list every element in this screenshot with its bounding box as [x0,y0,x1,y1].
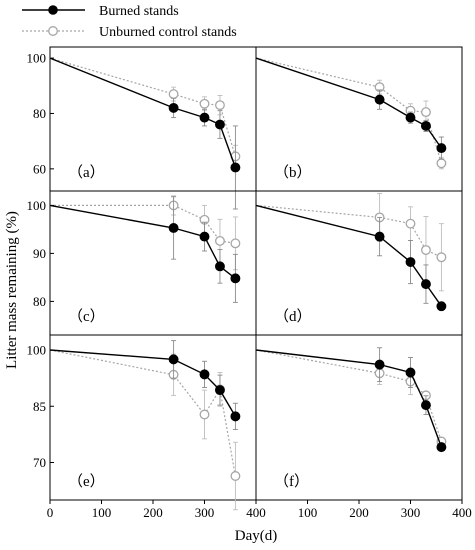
panel-tag-f: （f） [274,473,309,490]
series-unburned [49,57,241,168]
series-unburned [255,349,447,447]
data-point-burned [436,442,447,453]
series-line-burned [255,349,443,448]
y-tick-label: 100 [27,343,47,358]
panel-d: （d） [255,190,463,336]
y-tick-label: 80 [33,294,46,309]
data-point-burned [168,223,179,233]
x-tick-label: 0 [47,505,54,520]
y-tick-label: 85 [33,399,46,414]
series-unburned [255,192,447,292]
data-point-burned [230,273,241,284]
x-tick-label: 100 [92,505,112,520]
y-tick-label: 60 [33,161,46,176]
data-point-burned [374,94,385,105]
series-unburned [50,195,241,271]
data-point-burned [199,369,210,380]
series-line-unburned [255,349,442,442]
x-axis-title: Day(d) [235,528,277,544]
series-burned [255,347,447,453]
data-point-unburned [214,100,225,111]
data-point-burned [405,112,416,123]
data-point-unburned [436,252,447,263]
y-tick-label: 100 [27,51,47,66]
data-point-burned [199,112,210,123]
data-point-burned [214,119,225,130]
data-point-burned [421,279,431,290]
panel-e: 70 85 100 （e） [27,334,257,511]
x-tick-label: 200 [143,505,163,520]
legend: Burned stands Unburned control stands [22,4,237,40]
y-tick-label: 90 [33,246,46,261]
data-point-burned [214,385,225,396]
data-point-unburned [421,245,431,255]
panel-tag-a: （a） [68,164,105,181]
y-axis-title: Litter mass remaining (%) [4,211,20,369]
x-tick-label: 300 [195,505,215,520]
data-point-unburned [168,89,179,100]
data-point-unburned [436,158,447,169]
series-line-unburned [255,204,442,258]
series-burned [49,57,241,210]
panel-tag-d: （d） [274,308,312,325]
panel-b: （b） [255,46,463,192]
data-point-burned [374,231,385,242]
panel-tag-e: （e） [68,473,105,490]
series-line-burned [49,349,237,417]
data-point-burned [168,354,179,365]
data-point-unburned [199,98,210,109]
data-point-unburned [199,409,210,420]
series-burned [255,57,447,160]
x-tick-label: 300 [401,505,421,520]
data-point-burned [405,367,416,378]
legend-unburned-marker [48,26,58,36]
legend-burned-marker [48,5,58,15]
panel-a: 60 80 100 （a） [27,46,257,210]
data-point-burned [405,257,416,267]
panel-f: （f） [255,334,463,504]
x-axis: 0 100 200 300 400 100 200 300 400 [47,505,472,520]
panel-tag-c: （c） [68,308,105,325]
series-burned [255,204,447,312]
data-point-burned [421,120,431,131]
y-tick-label: 70 [33,455,46,470]
data-point-burned [230,162,241,173]
data-point-unburned [421,107,431,118]
series-burned [49,340,241,430]
data-point-burned [168,102,179,113]
series-line-burned [255,57,442,149]
data-point-burned [436,143,447,154]
data-point-burned [374,359,385,370]
data-point-burned [436,301,447,312]
legend-unburned-label: Unburned control stands [99,25,237,40]
panel-c: 80 90 100 （c） [27,190,257,336]
data-point-unburned [230,471,241,481]
series-unburned [255,57,447,170]
data-point-unburned [230,238,241,249]
series-line-burned [49,57,237,168]
series-burned [49,196,241,303]
x-tick-label: 200 [349,505,369,520]
data-point-burned [230,411,241,422]
y-tick-label: 80 [33,106,46,121]
panels-grid: 60 80 100 （a） （b） 80 90 100 （c） （d） 70 85 100 （e） （f） [27,46,463,511]
x-tick-label: 400 [246,505,266,520]
legend-burned-label: Burned stands [99,4,179,19]
y-tick-label: 100 [27,198,47,213]
data-point-burned [199,231,210,242]
data-point-burned [421,400,431,411]
panel-tag-b: （b） [274,164,312,181]
data-point-unburned [405,218,416,229]
data-point-unburned [214,235,225,246]
data-point-burned [214,261,225,272]
x-tick-label: 400 [452,505,472,520]
x-tick-label: 100 [298,505,318,520]
